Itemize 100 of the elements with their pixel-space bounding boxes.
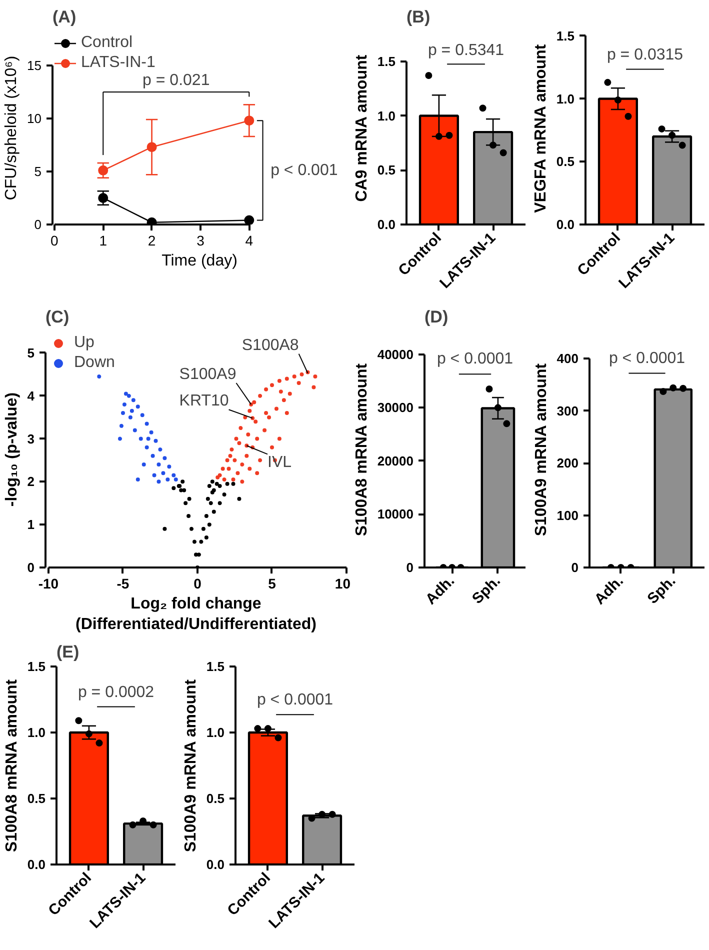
point xyxy=(216,475,220,480)
point xyxy=(252,400,256,404)
point xyxy=(296,380,301,385)
point xyxy=(230,448,234,452)
point xyxy=(206,496,210,501)
text: p = 0.5341 xyxy=(428,42,504,60)
y-tick-label: 5 xyxy=(27,345,35,360)
y-tick-label: 400 xyxy=(556,351,579,366)
point xyxy=(172,486,176,490)
point xyxy=(255,436,260,441)
point xyxy=(240,480,244,484)
point xyxy=(210,480,214,484)
point xyxy=(152,473,156,478)
point xyxy=(254,420,258,424)
legend-label: Control xyxy=(81,34,133,52)
annotation: IVL xyxy=(268,454,292,472)
point xyxy=(182,488,186,492)
point xyxy=(126,394,131,398)
point xyxy=(282,398,286,402)
y-tick-label: 10 xyxy=(27,110,42,126)
point xyxy=(97,374,102,379)
point xyxy=(270,445,274,450)
y-axis-title: S100A8 mRNA amount xyxy=(353,362,370,536)
y-tick-label: 300 xyxy=(556,403,579,418)
annotation: S100A9 xyxy=(179,366,236,383)
point xyxy=(204,535,208,540)
point xyxy=(248,408,252,413)
point xyxy=(150,454,155,458)
y-tick-label: 0.0 xyxy=(556,217,575,232)
point xyxy=(136,404,140,409)
y-axis-title: VEGFA mRNA amount xyxy=(532,44,550,213)
y-tick-label: 0 xyxy=(27,560,35,575)
point xyxy=(220,466,225,471)
point xyxy=(120,411,125,416)
point xyxy=(166,478,170,482)
point xyxy=(264,411,268,416)
y-tick-label: 0 xyxy=(571,560,579,575)
y-tick-label: 1.0 xyxy=(556,91,575,106)
x-tick-label: 0 xyxy=(194,576,202,592)
point xyxy=(180,480,185,484)
point xyxy=(218,501,222,506)
point xyxy=(172,473,176,478)
y-tick-label: 1.5 xyxy=(27,659,46,674)
x-axis-title: Log₂ fold change (Differentiated/Undifferentiated) xyxy=(76,596,316,633)
point xyxy=(246,432,250,436)
point xyxy=(232,458,237,462)
point xyxy=(162,526,167,531)
annotation: KRT10 xyxy=(179,392,229,410)
point xyxy=(192,540,197,544)
point xyxy=(124,392,128,396)
y-tick-label: 15 xyxy=(27,58,42,73)
y-axis-title: -log₁₀ (p-value) xyxy=(3,392,20,507)
point xyxy=(225,482,230,486)
x-tick-label: Sph. xyxy=(468,572,504,608)
legend-label: Up xyxy=(74,334,94,352)
point xyxy=(237,441,242,446)
y-tick-label: 100 xyxy=(556,508,579,523)
point xyxy=(212,510,216,514)
point xyxy=(184,501,188,506)
point xyxy=(201,526,206,531)
point xyxy=(288,392,292,396)
x-tick-label: 10 xyxy=(334,576,351,592)
annotation: S100A8 xyxy=(242,336,299,354)
point xyxy=(214,482,219,486)
point xyxy=(144,422,149,426)
annotation: p = 0.0002 xyxy=(78,684,154,701)
point xyxy=(264,387,268,392)
y-axis-title: S100A9 mRNA amount xyxy=(532,362,550,536)
annotation: p = 0.021 xyxy=(142,72,210,89)
chart-title: (E) xyxy=(56,642,80,662)
x-tick-label: 1 xyxy=(99,232,108,248)
point xyxy=(238,426,243,430)
point xyxy=(207,484,212,488)
point xyxy=(270,383,274,388)
point xyxy=(174,478,178,482)
point xyxy=(199,540,204,544)
y-tick-label: 1 xyxy=(27,517,35,532)
point xyxy=(237,496,242,501)
point xyxy=(277,378,282,383)
point xyxy=(284,411,289,416)
x-axis-title: Time (day) xyxy=(162,252,238,270)
point xyxy=(278,390,283,394)
annotation: p = 0.0315 xyxy=(606,46,684,64)
point xyxy=(162,456,167,460)
point xyxy=(161,471,166,476)
point xyxy=(158,448,162,452)
chart-title: (B) xyxy=(406,8,430,26)
chart-title: (C) xyxy=(46,308,70,326)
y-tick-label: 5 xyxy=(34,164,42,179)
y-tick-label: 20000 xyxy=(377,453,414,468)
x-tick-label: 5 xyxy=(268,576,276,592)
y-tick-label: 30000 xyxy=(377,400,414,416)
legend-label: Down xyxy=(74,354,115,372)
y-axis-title: S100A9 mRNA amount xyxy=(182,678,200,852)
point xyxy=(243,415,248,420)
point xyxy=(248,466,252,471)
y-axis-title: CFU/spheloid (x10⁶) xyxy=(3,56,20,200)
point xyxy=(130,408,134,413)
point xyxy=(267,415,272,420)
y-axis-title: CA9 mRNA amount xyxy=(353,54,370,202)
